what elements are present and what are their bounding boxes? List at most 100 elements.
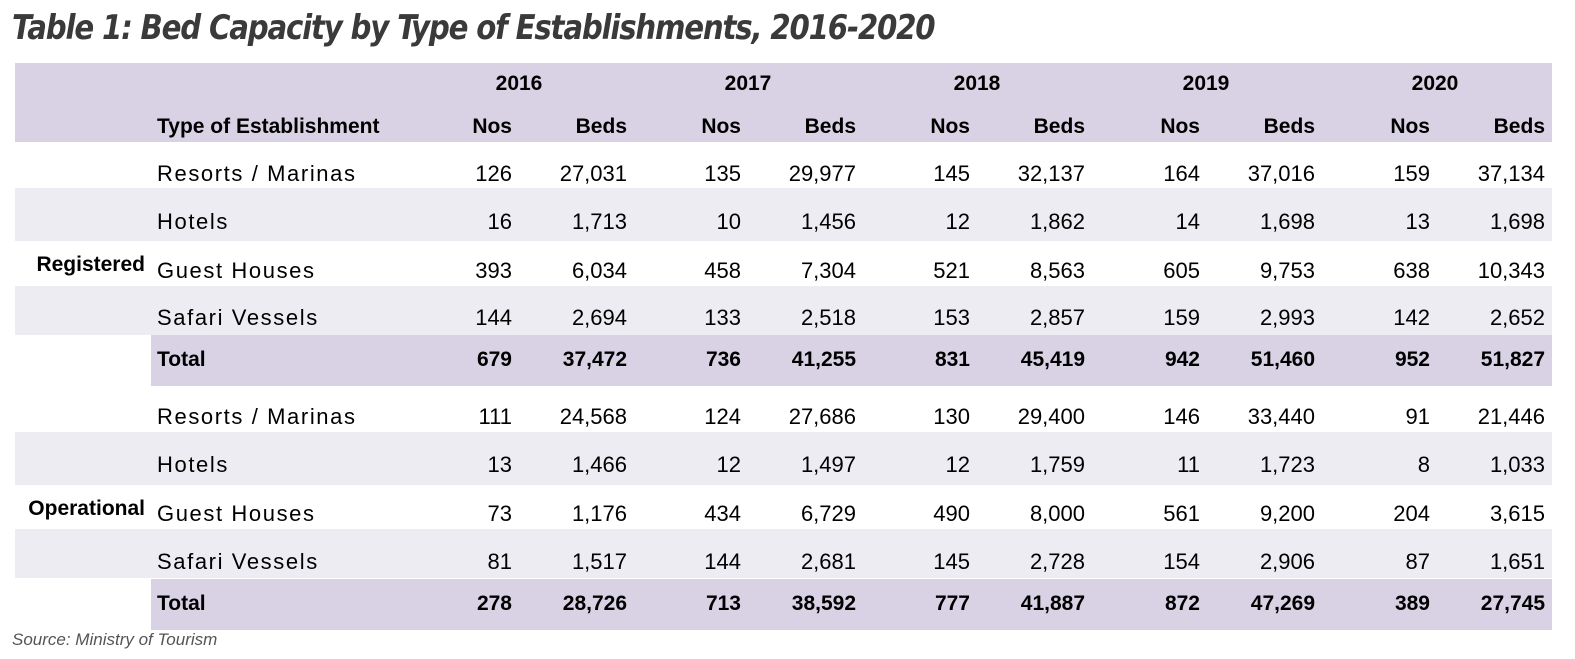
total-cell: 45,419 — [1020, 348, 1085, 371]
total-cell: 713 — [705, 592, 741, 615]
table-cell: 10,343 — [1477, 258, 1545, 283]
header-band — [15, 63, 1552, 142]
table-cell: 14 — [1175, 209, 1200, 234]
total-cell: 47,269 — [1250, 592, 1315, 615]
total-cell: 278 — [476, 592, 512, 615]
total-cell: 831 — [934, 348, 970, 371]
total-cell: 389 — [1394, 592, 1430, 615]
table-cell: 37,134 — [1477, 161, 1545, 186]
table-cell: 1,698 — [1259, 209, 1315, 234]
table-cell: 1,698 — [1489, 209, 1545, 234]
row-label: Resorts / Marinas — [157, 404, 357, 429]
table-cell: 2,993 — [1259, 305, 1315, 330]
table-cell: 144 — [475, 305, 512, 330]
year-header: 2020 — [1411, 72, 1459, 95]
row-stripe — [15, 286, 1552, 335]
table-cell: 8 — [1417, 452, 1430, 477]
table-cell: 1,723 — [1259, 452, 1315, 477]
table-cell: 33,440 — [1247, 404, 1315, 429]
table-cell: 27,686 — [788, 404, 856, 429]
nos-header: Nos — [1160, 115, 1200, 138]
table-cell: 1,651 — [1489, 549, 1545, 574]
table-cell: 561 — [1163, 501, 1200, 526]
table-cell: 2,518 — [800, 305, 856, 330]
row-label: Hotels — [157, 209, 229, 234]
table-cell: 24,568 — [559, 404, 627, 429]
year-header: 2016 — [495, 72, 543, 95]
group-label: Operational — [28, 497, 145, 520]
total-band — [151, 579, 1552, 630]
table-cell: 16 — [487, 209, 512, 234]
total-cell: 942 — [1164, 348, 1200, 371]
table-cell: 1,759 — [1029, 452, 1085, 477]
table-cell: 142 — [1393, 305, 1430, 330]
total-cell: 41,887 — [1020, 592, 1085, 615]
beds-header: Beds — [575, 115, 627, 138]
table-cell: 10 — [716, 209, 741, 234]
table-cell: 13 — [487, 452, 512, 477]
table-cell: 81 — [487, 549, 512, 574]
year-header: 2017 — [724, 72, 772, 95]
nos-header: Nos — [472, 115, 512, 138]
table-cell: 154 — [1163, 549, 1200, 574]
row-stripe — [15, 432, 1552, 485]
group-label: Registered — [36, 253, 145, 276]
table-cell: 2,694 — [571, 305, 627, 330]
table-cell: 164 — [1163, 161, 1200, 186]
total-cell: 28,726 — [562, 592, 627, 615]
table-cell: 159 — [1163, 305, 1200, 330]
table-cell: 13 — [1405, 209, 1430, 234]
beds-header: Beds — [1493, 115, 1545, 138]
total-cell: 736 — [705, 348, 741, 371]
table-cell: 12 — [945, 209, 970, 234]
beds-header: Beds — [804, 115, 856, 138]
table-cell: 605 — [1163, 258, 1200, 283]
table-cell: 32,137 — [1017, 161, 1085, 186]
table-cell: 1,033 — [1489, 452, 1545, 477]
table-cell: 21,446 — [1477, 404, 1545, 429]
table-cell: 8,563 — [1029, 258, 1085, 283]
nos-header: Nos — [930, 115, 970, 138]
table-cell: 146 — [1163, 404, 1200, 429]
total-band — [151, 335, 1552, 386]
table-cell: 458 — [704, 258, 741, 283]
table-cell: 144 — [704, 549, 741, 574]
table-cell: 145 — [933, 549, 970, 574]
table-cell: 393 — [475, 258, 512, 283]
total-cell: 51,827 — [1480, 348, 1545, 371]
table-cell: 1,456 — [800, 209, 856, 234]
table-cell: 29,400 — [1017, 404, 1085, 429]
table-cell: 1,497 — [800, 452, 856, 477]
table-cell: 434 — [704, 501, 741, 526]
table-cell: 37,016 — [1247, 161, 1315, 186]
total-cell: 51,460 — [1250, 348, 1315, 371]
table-cell: 521 — [933, 258, 970, 283]
table-cell: 135 — [704, 161, 741, 186]
table-cell: 12 — [716, 452, 741, 477]
nos-header: Nos — [1390, 115, 1430, 138]
table-cell: 3,615 — [1489, 501, 1545, 526]
table-cell: 12 — [945, 452, 970, 477]
table-cell: 1,713 — [571, 209, 627, 234]
type-of-establishment-header: Type of Establishment — [157, 115, 380, 138]
beds-header: Beds — [1033, 115, 1085, 138]
table-cell: 73 — [487, 501, 512, 526]
row-label: Hotels — [157, 452, 229, 477]
total-cell: 952 — [1394, 348, 1430, 371]
table-cell: 1,466 — [571, 452, 627, 477]
total-cell: 38,592 — [791, 592, 856, 615]
row-label: Safari Vessels — [157, 549, 319, 574]
table-cell: 153 — [933, 305, 970, 330]
table-title: Table 1: Bed Capacity by Type of Establi… — [12, 8, 936, 48]
table-cell: 6,034 — [571, 258, 627, 283]
table-cell: 133 — [704, 305, 741, 330]
total-cell: 679 — [476, 348, 512, 371]
total-cell: 872 — [1164, 592, 1200, 615]
total-cell: 41,255 — [791, 348, 856, 371]
table-cell: 130 — [933, 404, 970, 429]
table-cell: 8,000 — [1029, 501, 1085, 526]
year-header: 2019 — [1182, 72, 1230, 95]
row-label: Guest Houses — [157, 258, 316, 283]
table-cell: 490 — [933, 501, 970, 526]
table-cell: 7,304 — [800, 258, 856, 283]
